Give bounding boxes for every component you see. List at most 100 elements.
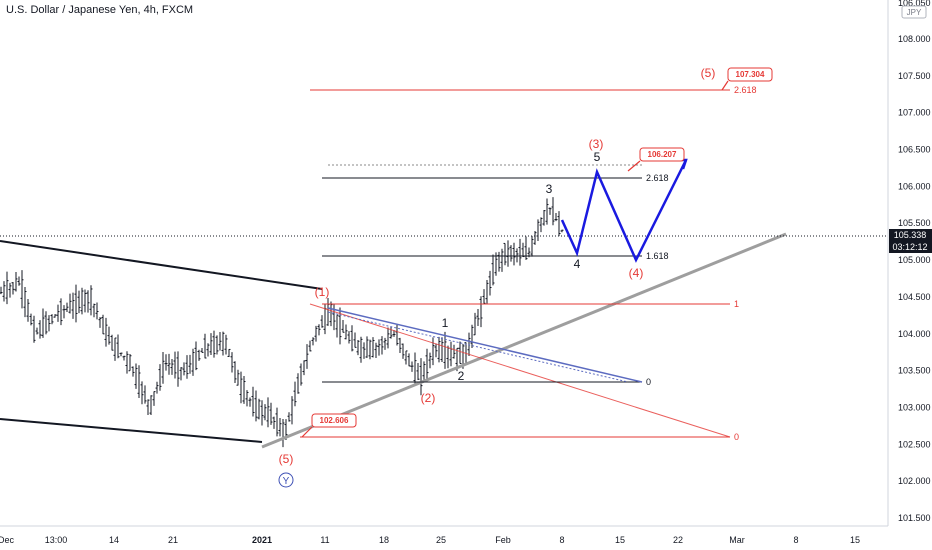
candle: [20, 270, 24, 309]
candle: [419, 358, 423, 396]
time-tick-label: 15: [615, 535, 625, 545]
candle: [389, 326, 393, 339]
candle: [137, 365, 141, 398]
candle: [293, 381, 297, 407]
candle: [458, 341, 462, 364]
candle: [329, 301, 333, 327]
candle: [308, 340, 312, 352]
candle: [380, 336, 384, 355]
price-tick-label: 104.000: [898, 329, 931, 339]
candle: [359, 336, 363, 363]
candle: [83, 289, 87, 313]
candle: [215, 335, 219, 355]
candle: [248, 397, 252, 407]
price-axis[interactable]: 108.000 107.500 107.000 106.500 106.000 105.5…: [898, 0, 931, 523]
candle: [209, 333, 213, 355]
candle: [536, 219, 540, 242]
fib-diag-red: [309, 303, 731, 438]
svg-text:JPY: JPY: [907, 8, 922, 17]
candle: [263, 404, 267, 421]
fib-label-0: 0: [646, 377, 651, 387]
candle: [182, 362, 186, 376]
time-axis[interactable]: Dec 13:00 14 21 2021 11 18 25 Feb 8 15 22 Mar 8 15: [0, 535, 860, 545]
candle: [194, 341, 198, 371]
time-tick-label: 8: [793, 535, 798, 545]
fib-diag-black: [327, 307, 643, 383]
last-price-badge: 105.338: [889, 229, 932, 241]
candle: [41, 308, 45, 338]
candle: [497, 251, 501, 272]
candle: [164, 354, 168, 371]
candle: [179, 367, 183, 381]
candle: [260, 400, 264, 426]
candle: [68, 293, 72, 314]
channel-lower-line: [0, 418, 263, 443]
time-tick-label: Dec: [0, 535, 14, 545]
candle: [440, 337, 444, 362]
candle: [29, 313, 33, 326]
fib-label-2618: 2.618: [646, 173, 669, 183]
candle: [422, 361, 426, 380]
candle: [374, 342, 378, 359]
candle: [434, 343, 438, 358]
candle: [65, 302, 69, 312]
price-tick-label: 103.500: [898, 366, 931, 376]
candle: [212, 330, 216, 358]
time-tick-label: 2021: [252, 535, 272, 545]
candle: [410, 361, 414, 372]
price-tick-label: 108.000: [898, 34, 931, 44]
wave-label-5-left: (5): [279, 452, 294, 466]
candle: [482, 289, 486, 304]
candle: [347, 331, 351, 344]
wave-label-2-paren: (2): [421, 391, 436, 405]
chart-title: U.S. Dollar / Japanese Yen, 4h, FXCM: [6, 4, 194, 16]
candle: [134, 363, 138, 389]
candle: [116, 334, 120, 359]
candle: [161, 352, 165, 384]
candle: [200, 348, 204, 353]
candle: [470, 324, 474, 348]
wave-label-4-paren: (4): [629, 266, 644, 280]
candle: [56, 304, 60, 322]
candle: [425, 348, 429, 382]
candle: [350, 325, 354, 352]
candle: [233, 361, 237, 384]
candle: [320, 315, 324, 328]
candle: [131, 366, 135, 377]
candle: [299, 363, 303, 386]
time-tick-label: 8: [559, 535, 564, 545]
candle: [533, 230, 537, 245]
candle: [356, 340, 360, 356]
candle: [122, 355, 126, 361]
candle: [443, 331, 447, 369]
candle: [404, 350, 408, 365]
candle: [47, 315, 51, 332]
candle: [113, 337, 117, 361]
candle: [71, 292, 75, 319]
candle: [251, 386, 255, 417]
wave-label-5-paren: (5): [701, 66, 716, 80]
price-tick-label: 101.500: [898, 513, 931, 523]
candle: [542, 209, 546, 226]
candle: [371, 337, 375, 358]
candle: [17, 276, 21, 286]
candle: [173, 351, 177, 379]
candle: [365, 336, 369, 358]
candle: [488, 270, 492, 296]
candle: [14, 271, 18, 292]
candle: [26, 298, 30, 322]
svg-text:03:12:12: 03:12:12: [892, 242, 927, 252]
candle: [473, 312, 477, 336]
candle: [275, 407, 279, 437]
candle: [119, 352, 123, 357]
price-tick-label: 103.000: [898, 402, 931, 412]
candle: [449, 341, 453, 367]
time-tick-label: 25: [436, 535, 446, 545]
candle: [8, 282, 12, 298]
candle: [80, 287, 84, 315]
callout-107304: 107.304: [721, 67, 773, 91]
candle: [296, 373, 300, 394]
candle: [548, 207, 552, 215]
candle: [77, 290, 81, 314]
